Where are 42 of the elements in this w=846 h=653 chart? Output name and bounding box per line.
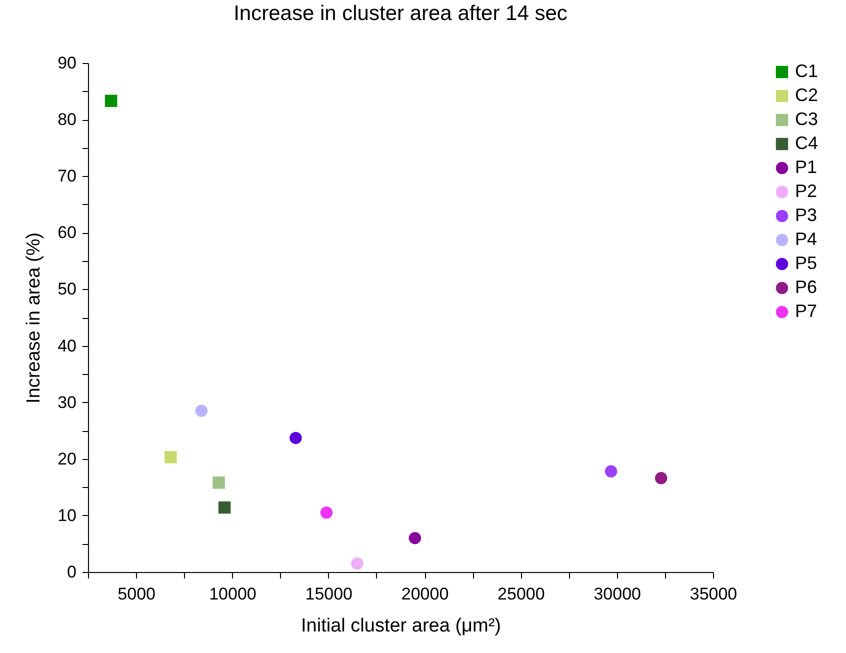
y-tick-label: 40 bbox=[58, 336, 76, 356]
chart-title: Increase in cluster area after 14 sec bbox=[234, 2, 568, 25]
x-tick-label: 35000 bbox=[690, 584, 738, 604]
point bbox=[218, 501, 231, 514]
point bbox=[654, 472, 668, 484]
point bbox=[604, 465, 618, 478]
x-tick-label: 25000 bbox=[498, 584, 545, 604]
x-tick-label: 20000 bbox=[401, 584, 449, 604]
x-tick-label: 15000 bbox=[305, 584, 353, 604]
legend-label: C2 bbox=[795, 85, 818, 105]
x-tick-label: 5000 bbox=[118, 584, 156, 604]
x-tick-label: 10000 bbox=[209, 584, 256, 604]
legend-label: P5 bbox=[795, 253, 818, 273]
legend-label: P6 bbox=[795, 277, 818, 297]
y-tick-label: 20 bbox=[58, 449, 76, 468]
legend-label: P2 bbox=[795, 181, 818, 201]
legend-label: C3 bbox=[795, 109, 818, 129]
y-tick-label: 80 bbox=[58, 110, 76, 130]
legend-label: P7 bbox=[795, 301, 818, 321]
y-tick-label: 90 bbox=[58, 54, 76, 72]
legend-label: C1 bbox=[795, 61, 818, 81]
legend-label: P4 bbox=[795, 229, 818, 249]
y-tick-label: 30 bbox=[58, 392, 76, 412]
point bbox=[351, 557, 364, 570]
point bbox=[408, 532, 422, 544]
y-tick-label: 60 bbox=[58, 223, 76, 242]
point bbox=[290, 432, 302, 444]
y-axis-title: Increase in area (%) bbox=[24, 232, 45, 404]
legend-label: P1 bbox=[795, 157, 818, 177]
y-tick-label: 0 bbox=[67, 562, 76, 582]
point bbox=[164, 451, 177, 464]
y-tick-label: 50 bbox=[58, 280, 76, 299]
point bbox=[212, 476, 225, 489]
x-axis-title: Initial cluster area (μm²) bbox=[301, 616, 501, 636]
legend-label: P3 bbox=[795, 205, 818, 225]
y-tick-label: 70 bbox=[58, 166, 76, 186]
legend-label: C4 bbox=[795, 133, 818, 153]
point bbox=[320, 506, 333, 519]
point bbox=[195, 404, 208, 417]
x-tick-label: 30000 bbox=[594, 584, 641, 604]
y-tick-label: 10 bbox=[58, 506, 76, 525]
point bbox=[104, 94, 118, 108]
